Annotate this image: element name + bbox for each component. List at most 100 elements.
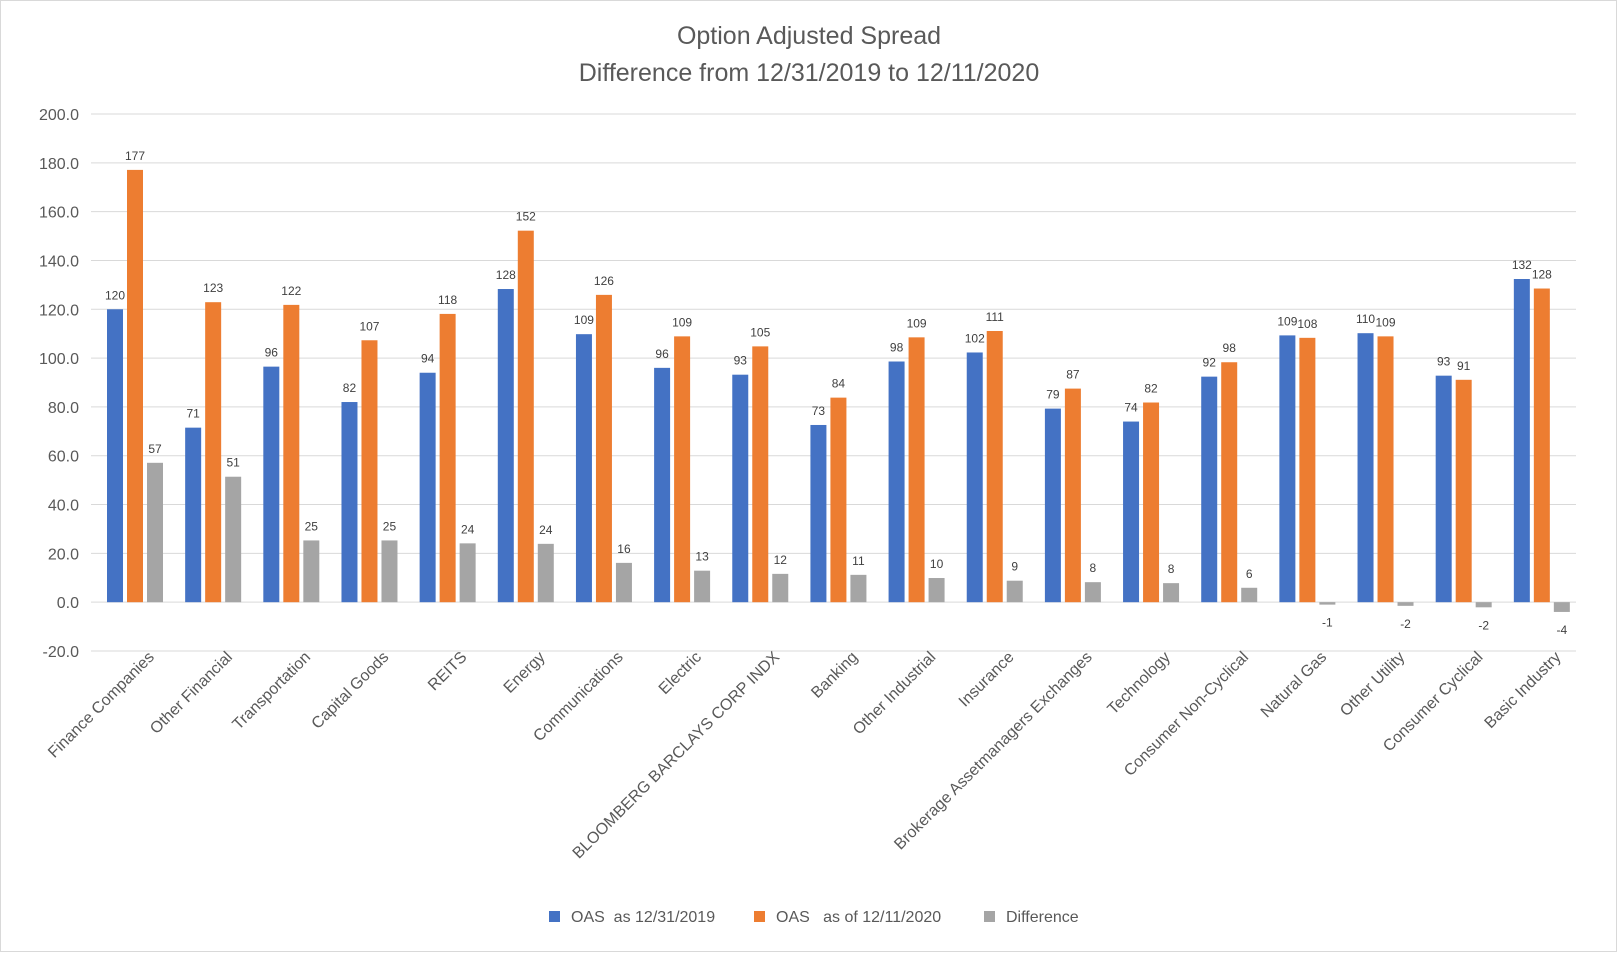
bars: [107, 169, 1570, 612]
bar: [205, 302, 222, 603]
bar: [1299, 337, 1316, 603]
bar: [810, 424, 827, 603]
legend-swatch: [549, 911, 560, 922]
y-axis-tick-labels: 200.0 180.0 160.0 140.0 120.0 100.0 80.0 60.0 40…: [39, 107, 79, 661]
data-label: 16: [617, 542, 631, 556]
bar: [439, 313, 456, 603]
data-label: 110: [1356, 312, 1375, 326]
data-label: 128: [1532, 268, 1552, 282]
legend-label: OAS as 12/31/2019: [571, 909, 715, 926]
data-label: 82: [343, 381, 357, 395]
bar: [595, 294, 612, 603]
bar: [1553, 602, 1570, 612]
data-label: 71: [186, 407, 200, 421]
bar: [1201, 376, 1218, 603]
bar: [1163, 583, 1180, 603]
data-label: 84: [832, 377, 846, 391]
data-label: 24: [539, 523, 553, 537]
bar: [107, 309, 123, 603]
legend-swatch: [984, 911, 995, 922]
bar: [1064, 388, 1081, 603]
data-label: -4: [1557, 623, 1568, 637]
data-label: 105: [750, 325, 770, 339]
data-label: 8: [1168, 562, 1175, 576]
y-tick-label: 160.0: [39, 205, 79, 222]
bar: [654, 367, 671, 603]
category-label: Natural Gas: [1258, 649, 1330, 721]
bar: [303, 540, 320, 603]
chart-title: Option Adjusted Spread Difference from 1…: [579, 22, 1040, 87]
data-label: 8: [1090, 561, 1097, 575]
y-tick-label: 40.0: [48, 498, 79, 515]
bar: [888, 361, 905, 603]
data-label: 109: [1277, 314, 1297, 328]
y-tick-label: 180.0: [39, 156, 79, 173]
y-tick-label: 60.0: [48, 449, 79, 466]
data-label: 132: [1512, 258, 1532, 272]
data-label: 107: [359, 319, 379, 333]
bar: [147, 462, 163, 603]
data-label: -1: [1322, 616, 1333, 630]
bar: [127, 169, 143, 603]
bar: [908, 337, 925, 603]
bar: [694, 570, 711, 603]
data-label: 118: [438, 293, 457, 307]
data-label: 128: [496, 268, 516, 282]
bar: [830, 397, 847, 603]
data-label: 74: [1124, 401, 1138, 415]
bar: [1455, 379, 1472, 603]
data-label: 82: [1144, 382, 1158, 396]
bar: [1377, 336, 1394, 603]
data-label: 79: [1046, 388, 1060, 402]
bar: [752, 346, 769, 603]
data-label: 108: [1297, 317, 1317, 331]
bar: [459, 543, 476, 603]
bar: [419, 372, 436, 603]
bar: [575, 334, 592, 603]
data-label: 102: [965, 331, 985, 345]
bar: [674, 336, 691, 603]
data-label: 96: [265, 346, 279, 360]
legend-label: OAS as of 12/11/2020: [776, 909, 941, 926]
category-label: Capital Goods: [309, 649, 393, 733]
bar: [1475, 602, 1492, 608]
data-label: 93: [734, 354, 748, 368]
data-label: 94: [421, 352, 435, 366]
bar: [1143, 402, 1160, 603]
data-label: 6: [1246, 567, 1253, 581]
data-label: 109: [574, 313, 594, 327]
category-label: Consumer Non-Cyclical: [1121, 649, 1252, 780]
data-label: 111: [986, 310, 1005, 324]
bar: [1084, 582, 1101, 603]
bar: [263, 366, 280, 603]
data-label: 126: [594, 274, 614, 288]
bar: [497, 289, 514, 603]
category-label: Technology: [1105, 649, 1174, 718]
bar: [1513, 279, 1530, 603]
bar: [1221, 362, 1238, 603]
data-label: 25: [305, 519, 319, 533]
y-tick-label: 200.0: [39, 107, 79, 124]
bar: [1044, 408, 1061, 603]
chart-title-line-1: Option Adjusted Spread: [677, 22, 941, 50]
data-label: 13: [695, 550, 709, 564]
bar: [1435, 375, 1452, 603]
data-label: 73: [812, 404, 826, 418]
data-label: 109: [672, 315, 692, 329]
data-labels: 1201775771123519612225821072594118241281…: [105, 149, 1568, 637]
data-label: 93: [1437, 355, 1451, 369]
data-label: 25: [383, 519, 397, 533]
data-label: 122: [281, 284, 301, 298]
category-label: REITS: [425, 649, 470, 694]
bar: [1533, 288, 1550, 603]
bar: [615, 562, 632, 603]
data-label: 9: [1011, 560, 1018, 574]
bar: [1397, 602, 1414, 606]
bar: [1319, 602, 1336, 605]
category-label: Banking: [808, 649, 861, 702]
category-label: Electric: [656, 649, 705, 698]
y-tick-label: -20.0: [43, 644, 80, 661]
bar: [732, 374, 749, 603]
